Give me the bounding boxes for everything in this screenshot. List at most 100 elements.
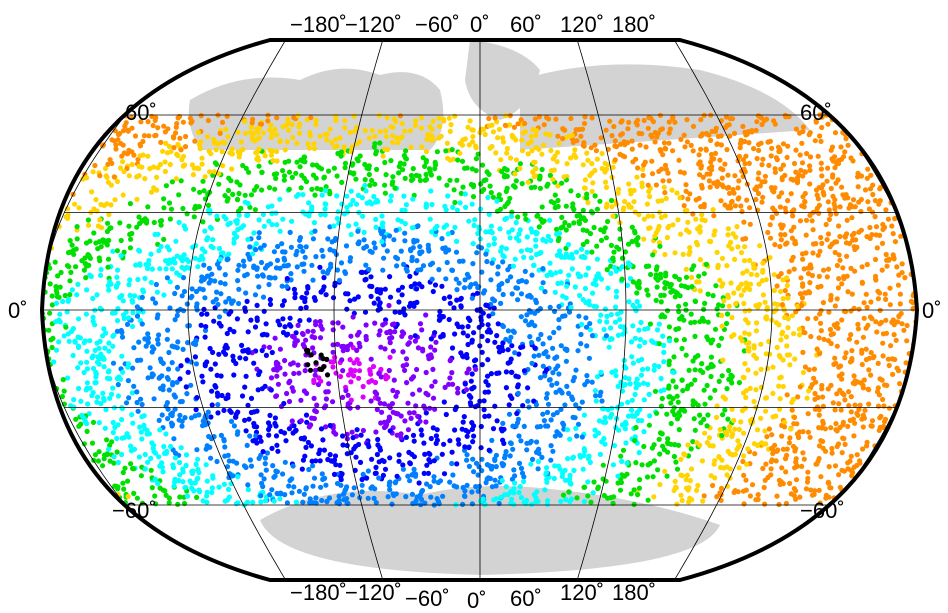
data-point [282, 147, 288, 153]
data-point [380, 267, 386, 273]
data-point [156, 248, 162, 254]
data-point [373, 500, 379, 506]
data-point [729, 433, 735, 439]
data-point [649, 158, 655, 164]
data-point [756, 301, 763, 307]
data-point [550, 345, 556, 351]
data-point [145, 119, 151, 125]
data-point [84, 175, 90, 181]
data-point [697, 172, 703, 178]
data-point [852, 420, 858, 426]
data-point [180, 308, 187, 314]
data-point [583, 324, 590, 330]
data-point [710, 207, 716, 213]
data-point [658, 388, 664, 394]
data-point [198, 139, 204, 145]
data-point [465, 124, 471, 130]
data-point [222, 193, 228, 199]
data-point [703, 146, 709, 152]
data-point [820, 300, 827, 306]
data-point [182, 144, 189, 150]
data-point [488, 190, 494, 196]
data-point [423, 148, 430, 155]
data-point [432, 159, 438, 165]
data-point [607, 118, 613, 124]
data-point [629, 138, 635, 144]
data-point [120, 159, 126, 165]
data-point [816, 202, 823, 208]
data-point [251, 230, 257, 236]
data-point [651, 458, 658, 464]
data-point [261, 223, 267, 229]
data-point [257, 434, 263, 440]
data-point [223, 126, 229, 132]
data-point [829, 450, 835, 456]
data-point [700, 315, 706, 321]
data-point [452, 224, 458, 230]
data-point [471, 358, 478, 364]
data-point [634, 290, 640, 296]
data-point [379, 213, 385, 219]
data-point [832, 165, 838, 171]
data-point [864, 234, 870, 240]
data-point [582, 177, 589, 183]
data-point [428, 494, 434, 500]
data-point [94, 399, 100, 405]
data-point [712, 475, 718, 481]
data-point [500, 291, 506, 298]
data-point [554, 429, 560, 435]
data-point [249, 350, 255, 356]
data-point [803, 486, 810, 492]
data-point [195, 456, 201, 462]
data-point [387, 487, 393, 493]
data-point [574, 495, 580, 501]
data-point [465, 333, 471, 339]
data-point [446, 381, 452, 387]
data-point [546, 217, 553, 223]
data-point [379, 239, 385, 245]
data-point [714, 141, 720, 147]
data-point [468, 378, 474, 384]
data-point [183, 452, 190, 458]
data-point [136, 173, 142, 179]
data-point [236, 212, 242, 218]
data-point [172, 455, 178, 461]
data-point [742, 244, 748, 250]
data-point [618, 324, 624, 330]
data-point [399, 134, 405, 140]
data-point [409, 257, 415, 264]
data-point [563, 251, 569, 257]
data-point [532, 116, 538, 122]
data-point [467, 118, 473, 124]
data-point [481, 398, 487, 404]
data-point [348, 188, 354, 194]
data-point [676, 303, 682, 309]
data-point [274, 373, 280, 379]
data-point [841, 392, 847, 398]
data-point [528, 461, 534, 467]
data-point [489, 143, 495, 150]
data-point [760, 194, 766, 200]
data-point [387, 428, 393, 434]
data-point [193, 361, 199, 367]
data-point [817, 133, 823, 139]
data-point [130, 420, 136, 426]
data-point [168, 411, 174, 418]
data-point [310, 236, 316, 242]
data-point [95, 246, 101, 252]
data-point [708, 373, 714, 380]
data-point [640, 172, 646, 179]
data-point [98, 400, 104, 407]
data-point [166, 143, 172, 149]
data-point [520, 403, 526, 409]
data-point [813, 379, 819, 385]
data-point [340, 433, 346, 439]
data-point [708, 340, 714, 346]
data-point [449, 229, 455, 236]
data-point [98, 351, 104, 357]
data-point [630, 279, 636, 285]
data-point [672, 478, 678, 484]
data-point [707, 443, 713, 449]
data-point [430, 118, 436, 124]
data-point [563, 497, 569, 503]
